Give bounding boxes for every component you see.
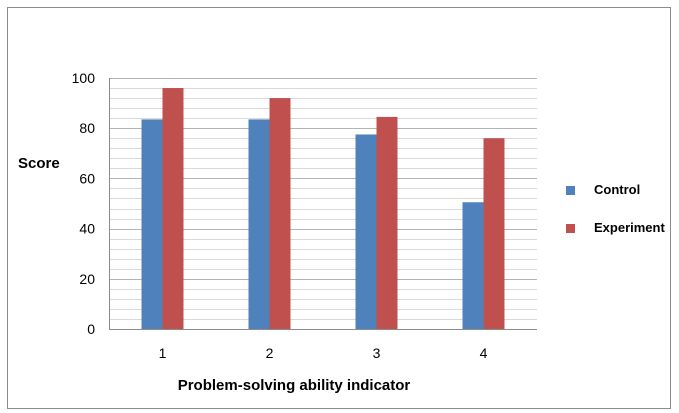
bar-control-2 (248, 119, 270, 329)
x-tick-label: 2 (266, 345, 274, 361)
bar-experiment-2 (269, 98, 291, 329)
y-axis-title: Score (18, 155, 60, 172)
x-tick-label: 3 (373, 345, 381, 361)
y-tick-labels: 0 20 40 60 80 100 (72, 70, 96, 337)
y-tick-label: 80 (79, 120, 95, 136)
bars (141, 88, 505, 329)
legend-label-experiment: Experiment (594, 220, 665, 235)
axes (109, 78, 537, 330)
legend-swatch-experiment (566, 224, 575, 233)
bar-experiment-4 (483, 138, 505, 329)
x-tick-label: 4 (480, 345, 488, 361)
x-tick-label: 1 (159, 345, 167, 361)
y-tick-label: 0 (87, 321, 95, 337)
y-tick-label: 60 (79, 170, 95, 186)
y-tick-label: 40 (79, 221, 95, 237)
bar-experiment-1 (162, 88, 184, 329)
legend-swatch-control (566, 186, 575, 195)
legend-label-control: Control (594, 182, 640, 197)
bar-experiment-3 (376, 116, 398, 329)
x-axis-title: Problem-solving ability indicator (178, 377, 411, 394)
bar-control-3 (355, 134, 377, 329)
y-tick-label: 20 (79, 271, 95, 287)
x-tick-labels: 1 2 3 4 (159, 345, 488, 361)
y-tick-label: 100 (72, 70, 96, 86)
legend: Control Experiment (566, 182, 665, 235)
chart-frame (7, 7, 671, 409)
bar-control-1 (141, 119, 163, 329)
bar-control-4 (462, 202, 484, 329)
